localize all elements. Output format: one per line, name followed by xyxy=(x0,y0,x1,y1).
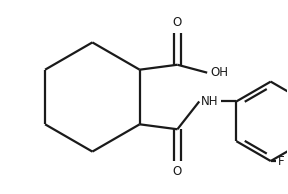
Text: O: O xyxy=(173,165,182,178)
Text: F: F xyxy=(278,155,284,168)
Text: OH: OH xyxy=(210,66,228,79)
Text: NH: NH xyxy=(201,95,219,108)
Text: O: O xyxy=(173,16,182,29)
